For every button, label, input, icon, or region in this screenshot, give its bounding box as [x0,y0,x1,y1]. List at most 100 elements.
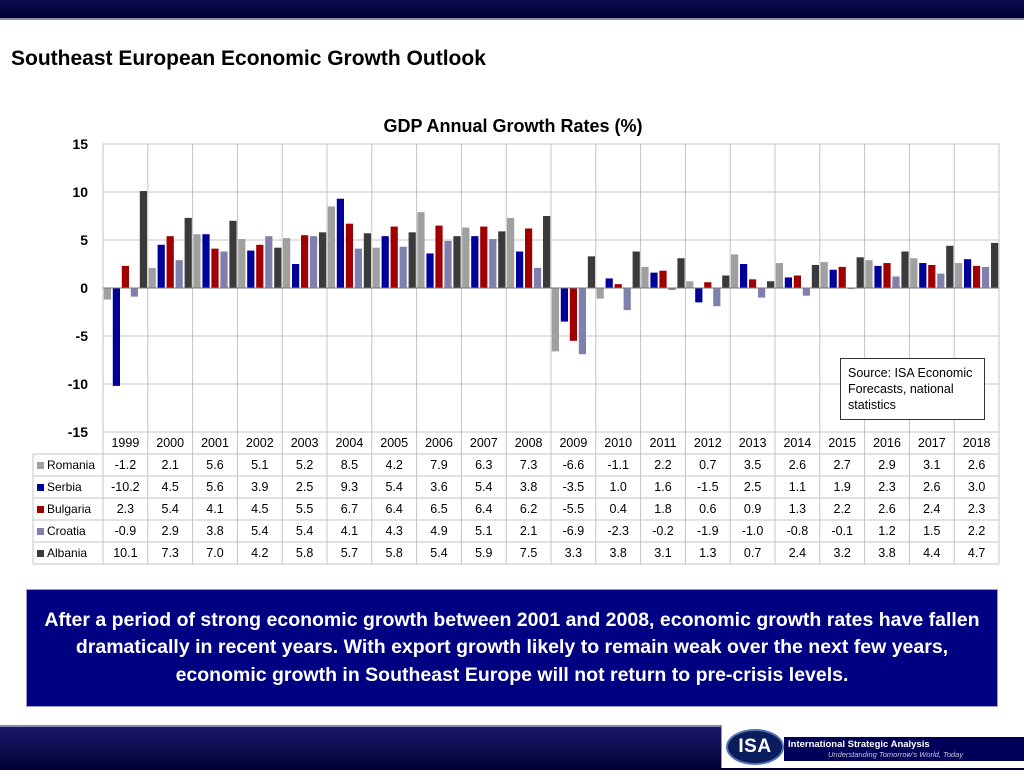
data-label: 3.2 [834,546,851,560]
data-label: 7.0 [206,546,223,560]
bar [740,264,748,288]
data-label: -1.2 [115,458,137,472]
x-tick-label: 2015 [828,436,856,450]
logo-tagline: Understanding Tomorrow's World, Today [828,750,964,759]
data-label: 2.4 [923,502,940,516]
data-label: 3.8 [520,480,537,494]
data-label: 3.5 [744,458,761,472]
bar [238,239,246,288]
bar [713,288,721,307]
data-label: 5.4 [296,524,313,538]
bar [641,266,649,288]
data-label: 1.2 [878,524,895,538]
bar [247,250,255,288]
bar [578,288,586,355]
bar [471,236,479,288]
data-label: 5.4 [386,480,403,494]
bar [112,288,120,386]
x-tick-label: 2009 [559,436,587,450]
data-label: 4.5 [251,502,268,516]
x-tick-label: 2008 [515,436,543,450]
x-tick-label: 2010 [604,436,632,450]
bar [310,236,318,288]
data-label: 2.3 [878,480,895,494]
data-label: 5.7 [341,546,358,560]
x-tick-label: 2002 [246,436,274,450]
legend-swatch [37,506,44,513]
bar [793,275,801,288]
data-label: 4.7 [968,546,985,560]
bar [596,288,604,299]
legend-label: Croatia [47,524,86,538]
bar [130,288,138,297]
bar [659,270,667,288]
x-tick-label: 1999 [111,436,139,450]
data-label: 0.7 [699,458,716,472]
data-label: 5.5 [296,502,313,516]
data-label: 1.5 [923,524,940,538]
data-label: 5.2 [296,458,313,472]
bar [614,284,622,288]
data-label: 4.1 [341,524,358,538]
x-tick-label: 2018 [963,436,991,450]
bar [148,267,156,288]
bar [534,267,542,288]
isa-logo: ISA International Strategic Analysis Und… [721,725,1024,768]
data-label: 5.8 [296,546,313,560]
bar [301,235,309,288]
legend-label: Serbia [47,480,82,494]
logo-banner: International Strategic Analysis Underst… [784,737,1024,761]
data-label: 2.6 [789,458,806,472]
data-label: 2.5 [744,480,761,494]
y-tick-label: -5 [76,328,89,344]
bar [874,265,882,288]
bar [426,253,434,288]
bar [722,275,730,288]
bar [354,248,362,288]
legend-swatch [37,484,44,491]
bar [587,256,595,288]
x-tick-label: 2011 [650,436,677,450]
bar [283,238,291,288]
bar [623,288,631,311]
bar [336,198,344,288]
bar [749,279,757,288]
data-label: 5.8 [386,546,403,560]
data-label: -3.5 [563,480,585,494]
bar [928,264,936,288]
bar [838,266,846,288]
data-label: 1.8 [654,502,671,516]
source-note: Source: ISA Economic Forecasts, national… [840,358,985,420]
data-label: 5.9 [475,546,492,560]
bar [937,273,945,288]
data-label: 6.7 [341,502,358,516]
bar [229,220,237,288]
bar [184,217,192,288]
data-label: 4.4 [923,546,940,560]
bar [157,244,165,288]
data-label: 1.3 [699,546,716,560]
data-label: 6.3 [475,458,492,472]
data-label: 3.6 [430,480,447,494]
y-tick-label: 0 [80,280,88,296]
bar [704,282,712,288]
bar [973,265,981,288]
bar [175,260,183,288]
data-label: 3.0 [968,480,985,494]
x-tick-label: 2000 [156,436,184,450]
logo-name: International Strategic Analysis [788,739,930,750]
bar [211,248,219,288]
data-label: 9.3 [341,480,358,494]
data-label: 2.9 [878,458,895,472]
data-label: 3.1 [923,458,940,472]
bar [632,251,640,288]
legend-label: Albania [47,546,87,560]
bar [139,191,147,288]
legend-swatch [37,462,44,469]
data-label: -0.8 [787,524,809,538]
chart-grid [32,143,1000,565]
data-label: 5.1 [251,458,268,472]
data-label: 5.4 [162,502,179,516]
data-label: 2.6 [923,480,940,494]
x-tick-label: 2014 [783,436,811,450]
